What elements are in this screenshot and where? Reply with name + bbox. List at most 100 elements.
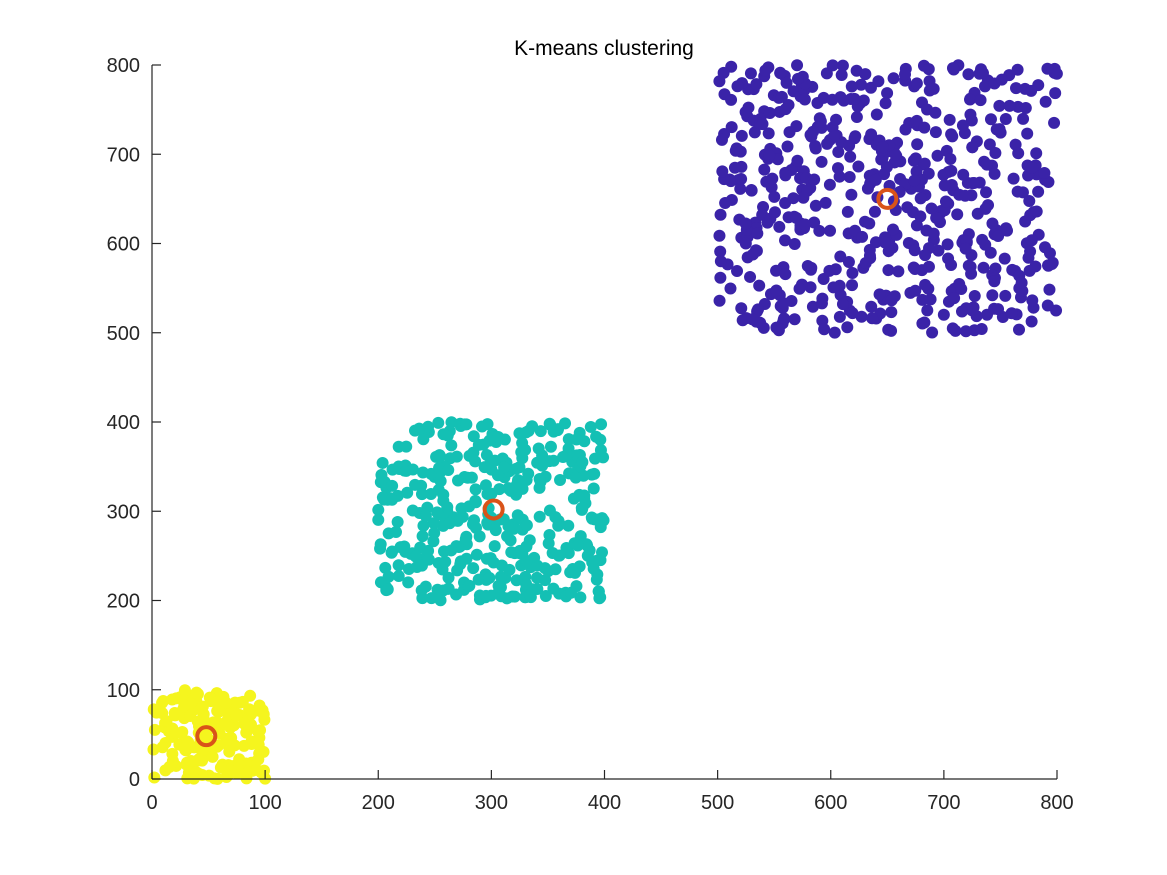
data-point [724, 282, 737, 295]
data-point [816, 292, 829, 305]
data-point [470, 548, 483, 561]
y-tick-label: 500 [107, 323, 140, 345]
data-point [719, 197, 732, 209]
y-tick-label: 0 [129, 769, 140, 791]
data-point [986, 289, 999, 302]
data-point [753, 279, 766, 292]
data-point [949, 324, 962, 337]
data-point [166, 693, 179, 706]
data-point [846, 267, 859, 280]
data-point [479, 589, 492, 602]
data-point [503, 563, 516, 576]
centroids-layer [195, 187, 899, 748]
data-point [1013, 323, 1026, 336]
data-point [992, 303, 1005, 316]
data-point [945, 259, 958, 272]
data-point [808, 173, 821, 186]
data-point [492, 431, 505, 444]
data-point [926, 326, 939, 339]
data-point [995, 73, 1008, 86]
data-point [813, 224, 826, 237]
data-point [148, 771, 161, 784]
data-point [929, 106, 942, 119]
data-point [869, 173, 882, 186]
data-point [584, 420, 597, 433]
data-point [570, 433, 583, 446]
x-tick-label: 700 [927, 792, 960, 814]
data-point [455, 502, 468, 515]
data-point [778, 312, 791, 325]
data-point [998, 252, 1011, 265]
data-point [959, 242, 972, 255]
data-point [574, 591, 587, 604]
data-point [820, 67, 833, 80]
data-point [491, 469, 504, 482]
data-point [751, 227, 764, 240]
data-point [433, 462, 446, 475]
data-point [1026, 161, 1039, 174]
data-point [848, 92, 861, 105]
data-point [442, 463, 455, 476]
data-point [758, 163, 771, 176]
data-point [766, 172, 779, 185]
data-point [946, 62, 959, 75]
data-point [547, 582, 560, 595]
data-point [959, 325, 972, 338]
data-point [918, 121, 931, 134]
data-point [522, 424, 535, 437]
data-point [765, 181, 778, 194]
data-point [806, 300, 819, 313]
data-point [402, 576, 415, 589]
data-point [843, 170, 856, 183]
data-point [576, 501, 589, 514]
data-point [376, 456, 389, 469]
data-point [809, 140, 822, 153]
data-point [516, 452, 529, 465]
data-point [999, 289, 1012, 302]
data-point [433, 449, 446, 462]
data-point [482, 518, 495, 531]
data-point [372, 513, 385, 526]
data-point [842, 256, 855, 269]
data-point [992, 230, 1005, 243]
data-point [793, 282, 806, 295]
data-point [980, 186, 993, 199]
data-point [964, 93, 977, 106]
data-point [922, 167, 935, 180]
data-point [178, 699, 191, 712]
data-point [467, 562, 480, 575]
data-point [581, 539, 594, 552]
data-point [542, 564, 555, 577]
data-point [424, 488, 437, 501]
x-tick-label: 200 [362, 792, 395, 814]
data-point [805, 130, 818, 143]
data-point [1041, 299, 1054, 312]
data-point [392, 570, 405, 583]
data-point [976, 66, 989, 79]
data-point [779, 169, 792, 182]
data-point [1005, 307, 1018, 320]
data-point [836, 298, 849, 311]
data-point [861, 182, 874, 195]
data-point [233, 696, 246, 709]
data-point [573, 488, 586, 501]
data-point [432, 416, 445, 429]
data-point [785, 294, 798, 307]
data-point [948, 292, 961, 305]
data-point [976, 233, 989, 246]
data-point [552, 515, 565, 528]
data-point [736, 314, 749, 327]
data-point [222, 733, 235, 746]
data-point [530, 571, 543, 584]
data-point [443, 517, 456, 530]
data-point [147, 743, 160, 756]
data-point [925, 202, 938, 215]
data-point [731, 80, 744, 93]
data-point [824, 224, 837, 237]
data-point [536, 459, 549, 472]
data-point [791, 59, 804, 72]
data-point [483, 571, 496, 584]
data-point [908, 244, 921, 257]
data-point [828, 326, 841, 339]
